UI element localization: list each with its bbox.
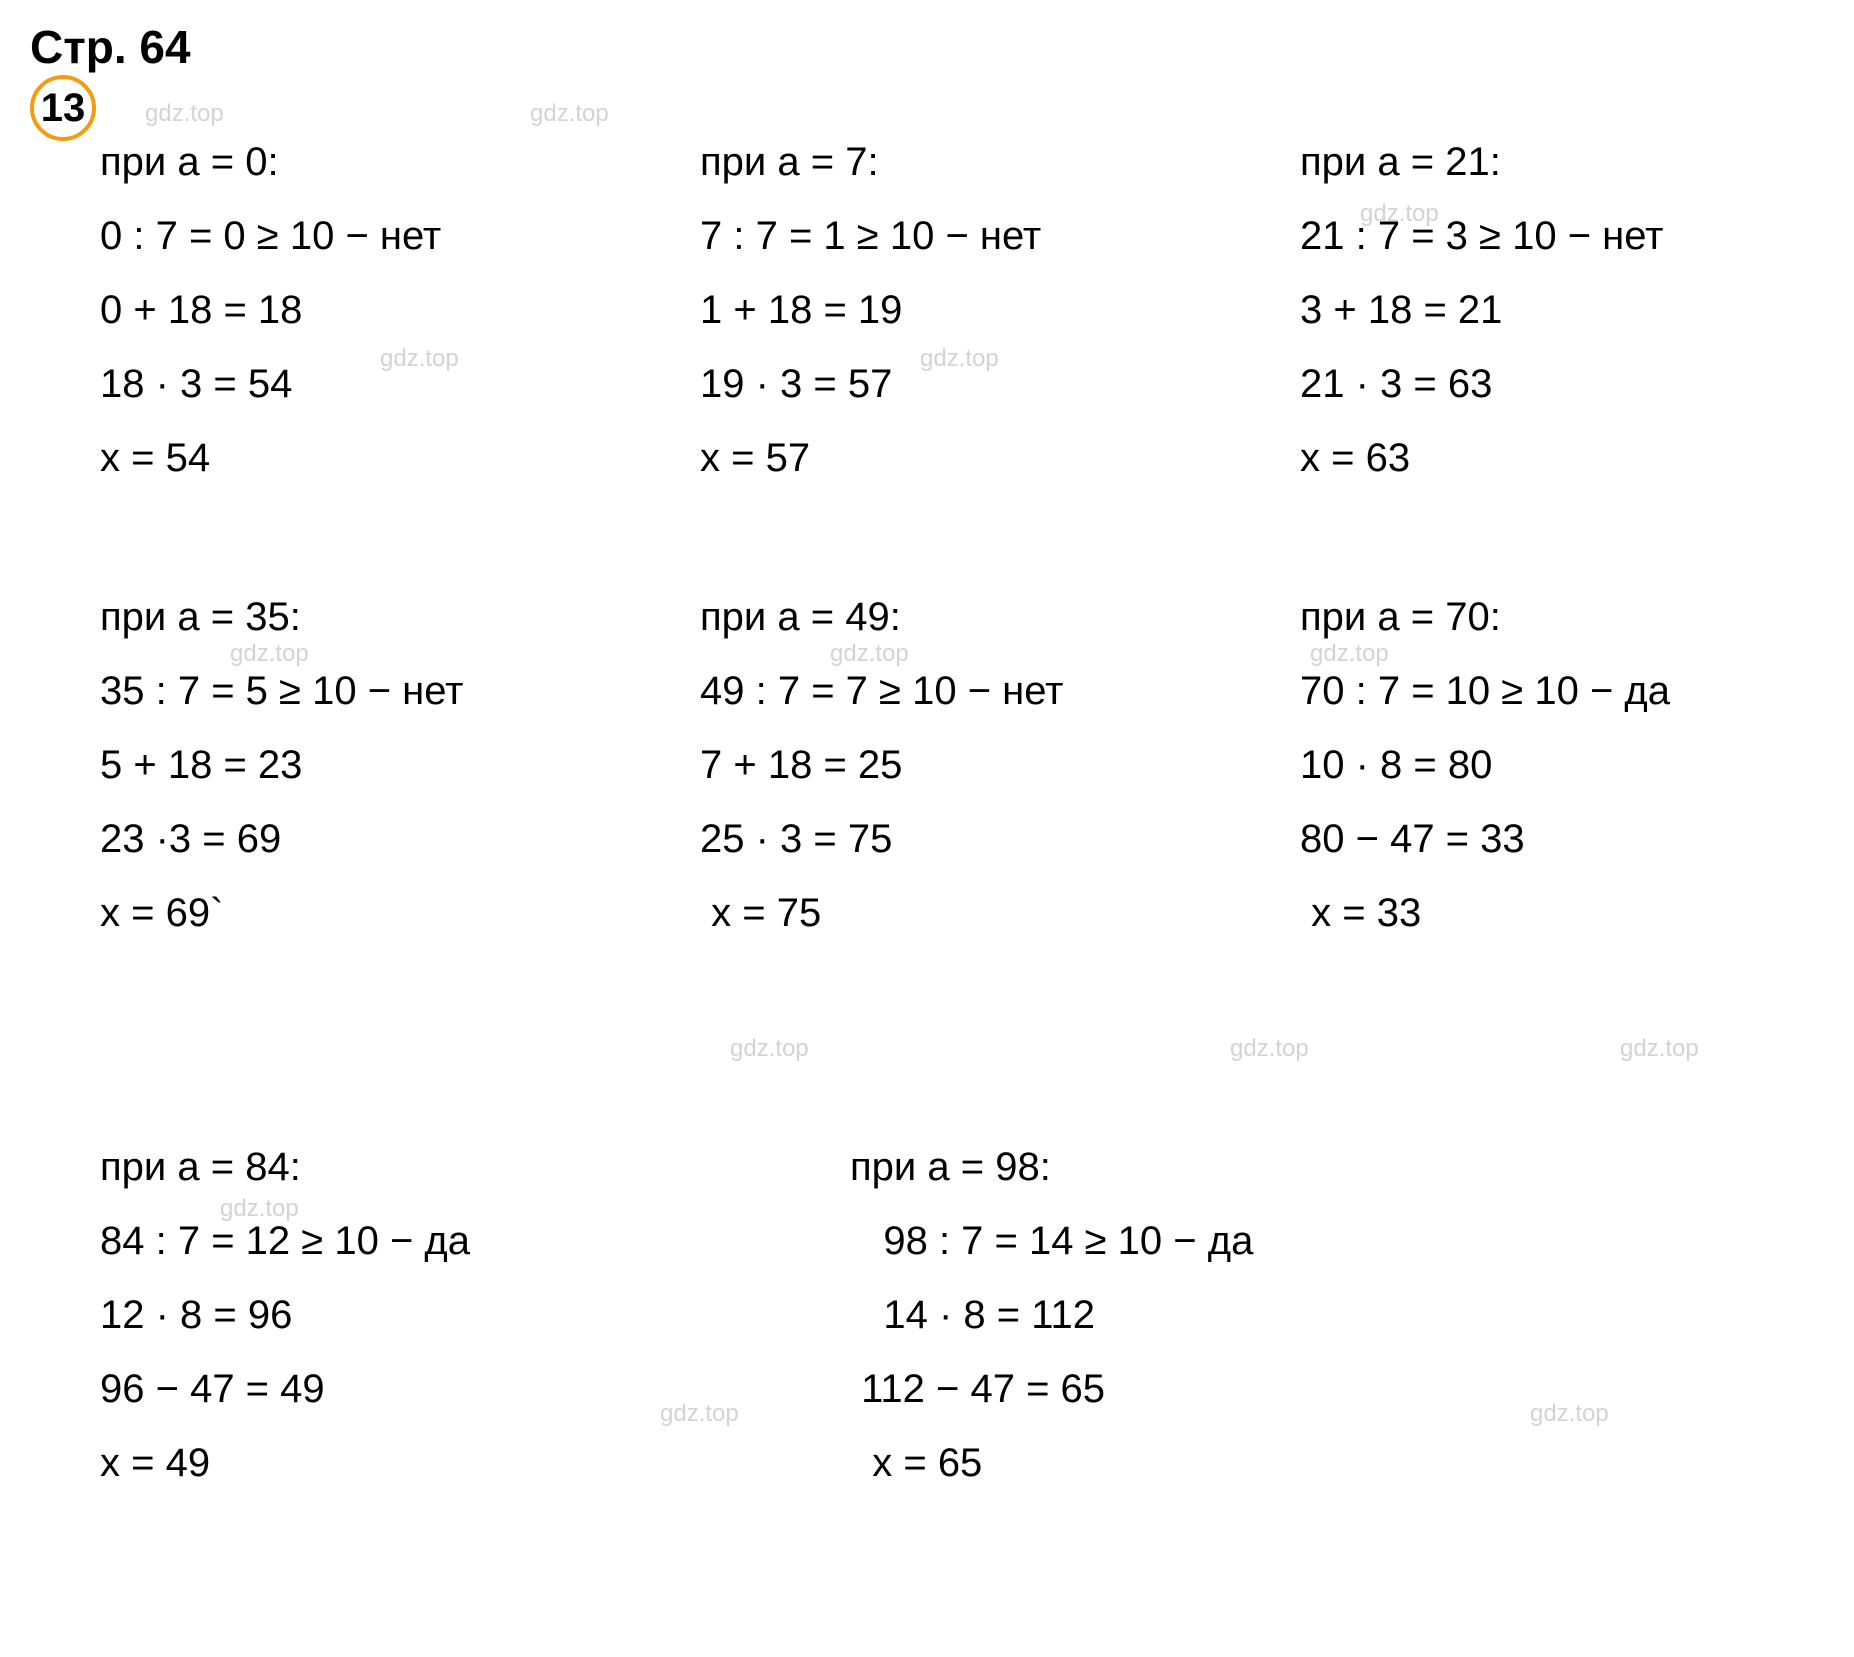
- solution-line: 0 + 18 = 18: [100, 288, 302, 333]
- solution-line: 70 : 7 = 10 ≥ 10 − да: [1300, 669, 1670, 714]
- solution-line: 98 : 7 = 14 ≥ 10 − да: [850, 1219, 1253, 1264]
- watermark: gdz.top: [145, 100, 224, 128]
- solution-line: x = 65: [850, 1441, 982, 1486]
- solution-line: 112 − 47 = 65: [850, 1367, 1105, 1412]
- solution-line: x = 57: [700, 436, 810, 481]
- solution-line: при a = 7:: [700, 140, 879, 185]
- solution-line: 5 + 18 = 23: [100, 743, 302, 788]
- watermark: gdz.top: [1310, 640, 1389, 668]
- solution-line: 49 : 7 = 7 ≥ 10 − нет: [700, 669, 1064, 714]
- solution-line: 7 + 18 = 25: [700, 743, 902, 788]
- solution-line: при a = 0:: [100, 140, 279, 185]
- solution-line: x = 69`: [100, 891, 223, 936]
- solution-line: 25 · 3 = 75: [700, 817, 892, 862]
- watermark: gdz.top: [380, 345, 459, 373]
- solution-line: 0 : 7 = 0 ≥ 10 − нет: [100, 214, 441, 259]
- solution-line: 18 · 3 = 54: [100, 362, 292, 407]
- solution-line: x = 49: [100, 1441, 210, 1486]
- problem-number-badge: 13: [30, 75, 96, 141]
- solution-line: 96 − 47 = 49: [100, 1367, 325, 1412]
- page-header: Стр. 64: [30, 20, 191, 74]
- watermark: gdz.top: [660, 1400, 739, 1428]
- solution-line: x = 33: [1300, 891, 1421, 936]
- solution-line: при a = 21:: [1300, 140, 1501, 185]
- solution-line: при a = 49:: [700, 595, 901, 640]
- solution-line: 21 : 7 = 3 ≥ 10 − нет: [1300, 214, 1664, 259]
- solution-line: 35 : 7 = 5 ≥ 10 − нет: [100, 669, 464, 714]
- solution-line: 80 − 47 = 33: [1300, 817, 1525, 862]
- watermark: gdz.top: [1230, 1035, 1309, 1063]
- watermark: gdz.top: [230, 640, 309, 668]
- watermark: gdz.top: [1530, 1400, 1609, 1428]
- solution-line: x = 54: [100, 436, 210, 481]
- solution-line: x = 63: [1300, 436, 1410, 481]
- solution-line: при a = 84:: [100, 1145, 301, 1190]
- solution-line: при a = 70:: [1300, 595, 1501, 640]
- watermark: gdz.top: [920, 345, 999, 373]
- solution-line: x = 75: [700, 891, 821, 936]
- solution-line: 14 · 8 = 112: [850, 1293, 1095, 1338]
- watermark: gdz.top: [830, 640, 909, 668]
- solution-line: 12 · 8 = 96: [100, 1293, 292, 1338]
- solution-line: при a = 98:: [850, 1145, 1051, 1190]
- solution-line: 23 ·3 = 69: [100, 817, 281, 862]
- solution-line: 19 · 3 = 57: [700, 362, 892, 407]
- solution-line: 10 · 8 = 80: [1300, 743, 1492, 788]
- solution-line: при a = 35:: [100, 595, 301, 640]
- solution-line: 7 : 7 = 1 ≥ 10 − нет: [700, 214, 1041, 259]
- watermark: gdz.top: [730, 1035, 809, 1063]
- watermark: gdz.top: [530, 100, 609, 128]
- solution-line: 21 · 3 = 63: [1300, 362, 1492, 407]
- watermark: gdz.top: [1620, 1035, 1699, 1063]
- solution-line: 3 + 18 = 21: [1300, 288, 1502, 333]
- solution-line: 84 : 7 = 12 ≥ 10 − да: [100, 1219, 470, 1264]
- solution-line: 1 + 18 = 19: [700, 288, 902, 333]
